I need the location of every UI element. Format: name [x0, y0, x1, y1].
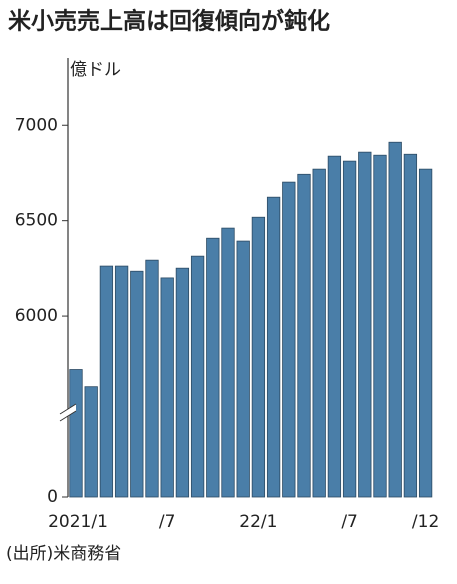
x-tick-label: /12: [412, 512, 439, 532]
x-tick-label: /7: [341, 512, 358, 532]
bar: [358, 151, 372, 498]
bar: [342, 160, 357, 498]
x-tick-label: /7: [159, 512, 176, 532]
bar: [282, 181, 296, 498]
axis-break-lines: [59, 403, 77, 422]
bar: [327, 155, 342, 498]
bar: [373, 154, 387, 498]
source: (出所)米商務省: [6, 544, 121, 564]
bar: [114, 265, 129, 498]
bar: [251, 216, 266, 498]
bar: [418, 168, 433, 498]
y-tick-label: 6000: [15, 306, 58, 326]
y-tick-label: 0: [47, 487, 58, 507]
bar: [69, 369, 83, 498]
bar: [130, 270, 144, 498]
bar: [190, 255, 205, 498]
x-tick-label: 2021/1: [48, 512, 108, 532]
bar: [84, 386, 98, 498]
bar: [206, 237, 220, 498]
bar: [312, 168, 326, 498]
bar: [403, 153, 418, 498]
bar: [266, 196, 281, 498]
chart-title: 米小売売上高は回復傾向が鈍化: [8, 8, 330, 35]
x-tick-label: 22/1: [239, 512, 277, 532]
axis-break: [60, 404, 76, 421]
bar: [236, 240, 250, 498]
bar: [297, 173, 311, 498]
unit-label: 億ドル: [70, 60, 121, 80]
bar: [175, 267, 190, 498]
bar: [160, 277, 174, 498]
bar: [221, 227, 235, 498]
plot: [69, 141, 433, 498]
bar: [388, 141, 402, 498]
bar: [99, 265, 114, 498]
y-tick-label: 6500: [15, 211, 58, 231]
y-tick-label: 7000: [15, 115, 58, 135]
bar: [145, 259, 159, 498]
